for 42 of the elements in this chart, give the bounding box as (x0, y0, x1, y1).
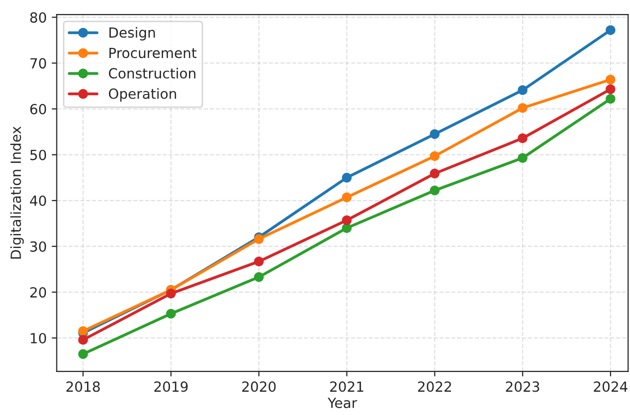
point (430, 168, 440, 178)
y-tick-label: 10 (30, 332, 46, 344)
x-tick-label: 2020 (242, 381, 276, 392)
point (78, 334, 88, 345)
legend-label: Design (109, 27, 155, 40)
y-tick-label: 70 (30, 58, 46, 69)
point (606, 25, 616, 35)
y-tick-label: 20 (30, 287, 46, 298)
point (342, 192, 352, 202)
point (166, 288, 176, 298)
y-tick-label: 30 (30, 241, 46, 252)
point (254, 272, 264, 282)
y-tick-label: 80 (30, 12, 46, 23)
point (430, 186, 440, 196)
x-tick-label: 2024 (594, 381, 628, 392)
point (518, 85, 528, 95)
y-axis-title: Digitalization Index (10, 126, 24, 259)
x-tick-label: 2021 (330, 381, 364, 392)
point (606, 94, 616, 104)
point (78, 349, 88, 359)
y-tick-label: 40 (30, 196, 46, 206)
point (430, 151, 440, 161)
point (166, 308, 176, 319)
legend-label: Procurement (109, 48, 196, 58)
point (606, 84, 616, 94)
point (254, 256, 264, 266)
point (430, 129, 440, 139)
point (606, 74, 616, 84)
legend-label: Operation (108, 88, 176, 102)
legend-label: Construction (108, 68, 196, 79)
x-tick-label: 2022 (418, 381, 451, 392)
x-tick-label: 2019 (154, 381, 188, 392)
point (342, 172, 352, 182)
x-tick-label: 2023 (506, 381, 540, 392)
y-tick-label: 50 (30, 150, 46, 160)
point (342, 215, 352, 226)
point (518, 133, 528, 144)
point (518, 103, 528, 113)
point (518, 153, 528, 163)
y-tick-label: 60 (30, 104, 46, 114)
x-axis-title: Year (328, 398, 358, 408)
x-tick-label: 2018 (66, 381, 100, 392)
